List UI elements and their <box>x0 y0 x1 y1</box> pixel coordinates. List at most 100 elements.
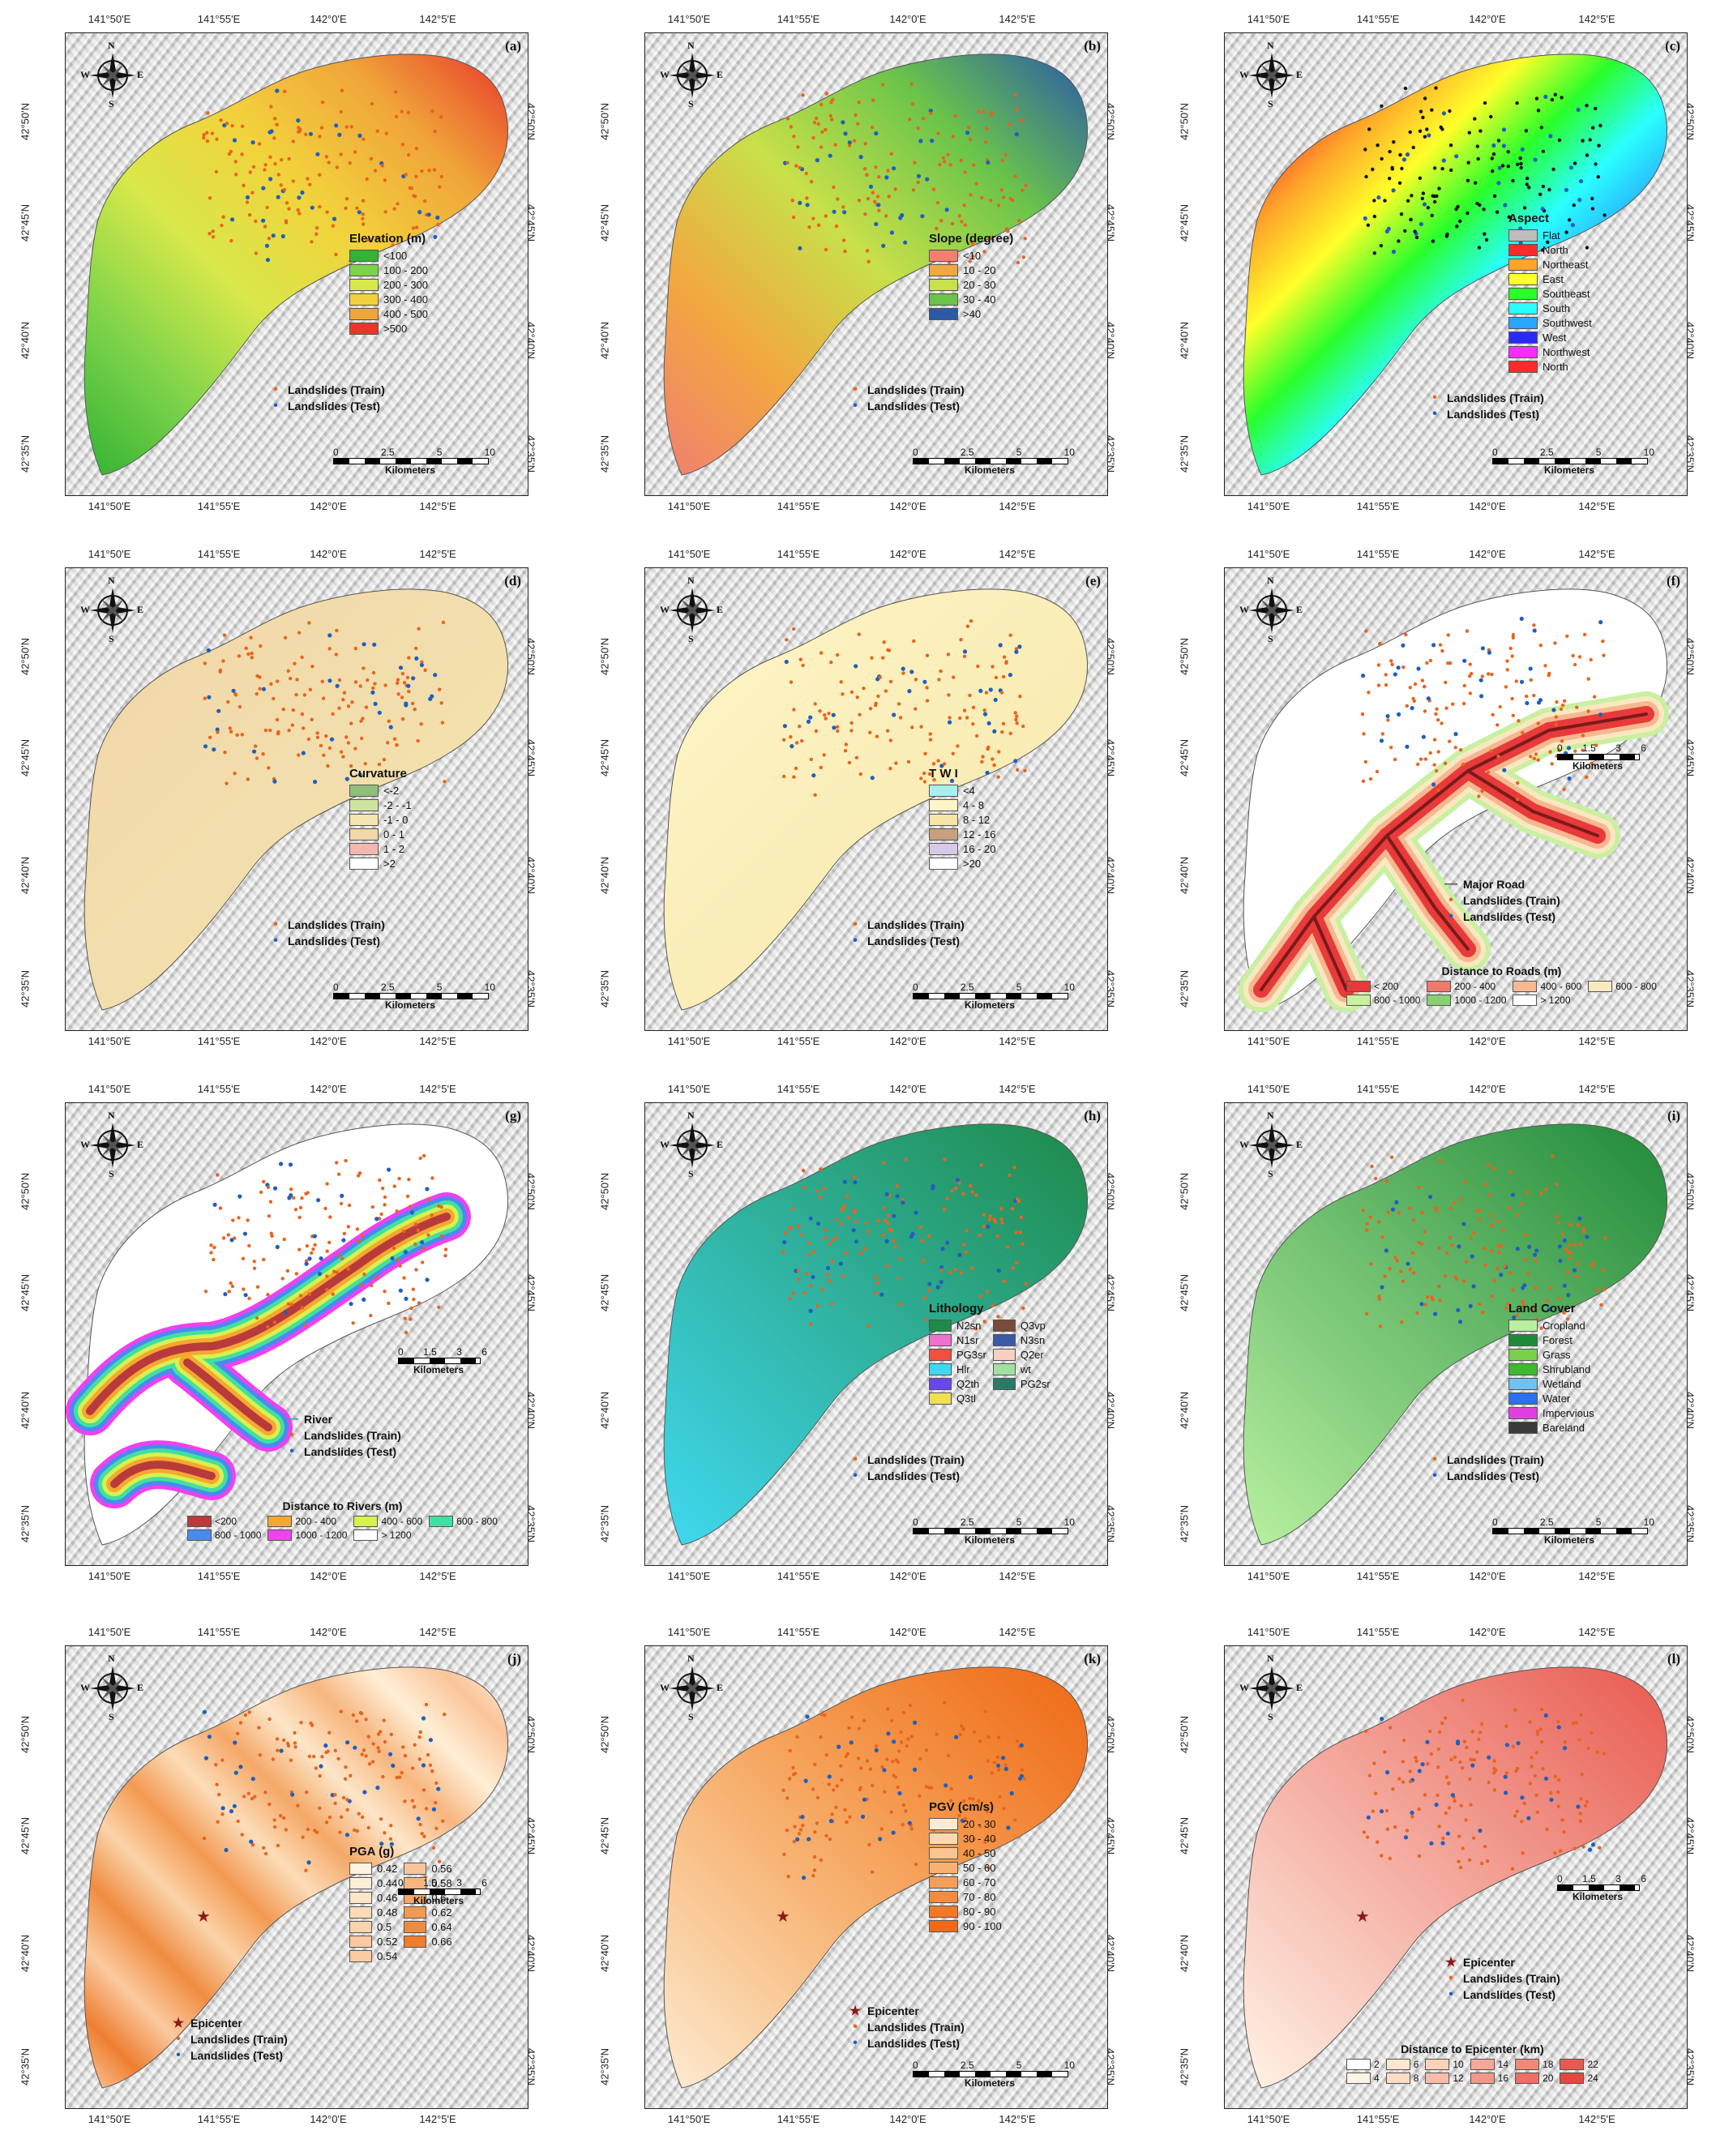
study-area-region <box>663 1123 1089 1546</box>
landslide-train-point <box>434 1781 439 1786</box>
landslide-train-point <box>302 693 307 697</box>
landslide-test-point <box>1487 1755 1491 1760</box>
legend-class-label: <10 <box>963 249 982 262</box>
longitude-tick: 142°5'E <box>1578 2113 1615 2125</box>
landslide-train-point <box>1489 114 1493 119</box>
landslide-test-point <box>1528 666 1533 671</box>
landslide-train-point <box>1395 1259 1399 1263</box>
legend-class: 400 - 600 <box>353 1516 422 1527</box>
compass-label: N <box>1267 575 1274 586</box>
landslide-test-point <box>1502 768 1507 772</box>
landslide-test-point <box>827 1774 832 1779</box>
landslide-train-point <box>1457 1834 1461 1838</box>
point-legend-marker: • <box>1448 1987 1453 2001</box>
landslide-train-point <box>358 684 362 688</box>
landslide-train-point <box>1450 1243 1454 1247</box>
map-panel: 141°50'E 141°50'E 141°55'E 141°55'E 142°0'E 1… <box>596 1070 1163 1597</box>
legend-class: 10 <box>1425 2059 1464 2070</box>
longitude-tick: 141°55'E <box>777 500 820 512</box>
landslide-test-point <box>884 1238 889 1244</box>
landslide-train-point <box>1522 206 1527 210</box>
landslide-train-point <box>782 774 786 779</box>
landslide-test-point <box>414 656 419 661</box>
landslide-test-point <box>815 1221 821 1226</box>
landslide-train-point <box>865 1759 870 1763</box>
landslide-train-point <box>431 1846 436 1850</box>
landslide-train-point <box>1437 1284 1441 1289</box>
landslide-train-point <box>1585 153 1590 157</box>
landslide-train-point <box>1376 663 1381 667</box>
landslide-test-point <box>1558 1258 1563 1264</box>
landslide-train-point <box>1023 237 1027 241</box>
landslide-test-point <box>1391 250 1397 255</box>
landslide-train-point <box>1432 199 1437 204</box>
latitude-tick: 42°35'N <box>1178 2048 1191 2085</box>
landslide-train-point <box>1586 677 1590 681</box>
map-frame: N S W E (i) Land Cover Cropland Forest Grass Shru… <box>1224 1102 1688 1566</box>
legend-class-label: 90 - 100 <box>963 1919 1002 1932</box>
landslide-test-point <box>907 689 912 694</box>
scale-labels: 0 1.5 3 6 <box>1557 742 1646 754</box>
landslide-train-point <box>922 1258 926 1263</box>
legend-class: 6 <box>1385 2059 1418 2070</box>
scale-tick-label: 0 <box>913 1516 918 1528</box>
landslide-train-point <box>988 1214 992 1218</box>
landslide-test-point <box>203 1756 208 1760</box>
landslide-train-point <box>1431 1298 1435 1302</box>
landslide-train-point <box>827 1782 831 1786</box>
landslide-test-point <box>377 710 382 715</box>
point-legend-label: Major Road <box>1463 878 1525 891</box>
landslide-train-point <box>383 683 387 687</box>
landslide-train-point <box>794 741 799 745</box>
landslide-train-point <box>272 1824 277 1829</box>
map-legend: Lithology N2sn Q3vp N1sr N3sn PG3sr Q2er Hlr wt Q… <box>929 1302 1050 1405</box>
landslide-train-point <box>828 1278 832 1283</box>
landslide-train-point <box>969 619 973 623</box>
landslide-train-point <box>1371 1809 1376 1813</box>
landslide-test-point <box>1549 1797 1554 1803</box>
point-legend-label: Landslides (Train) <box>288 383 385 396</box>
landslide-train-point <box>887 1213 891 1217</box>
landslide-train-point <box>968 259 972 263</box>
landslide-train-point <box>315 731 319 735</box>
landslide-train-point <box>1483 1845 1487 1849</box>
landslide-train-point <box>418 1822 422 1827</box>
landslide-train-point <box>269 682 273 687</box>
legend-class-label: Wetland <box>1543 1377 1581 1390</box>
landslide-train-point <box>383 178 387 182</box>
landslide-train-point <box>841 692 845 696</box>
compass-label: E <box>717 1139 724 1150</box>
landslide-train-point <box>1462 1739 1467 1743</box>
landslide-train-point <box>1000 158 1004 162</box>
legend-class: Q3tl <box>929 1391 986 1405</box>
landslide-test-point <box>387 1167 392 1172</box>
landslide-train-point <box>1453 1755 1457 1760</box>
point-legend: • Landslides (Train) • Landslides (Test) <box>268 917 385 949</box>
landslide-train-point <box>914 707 918 711</box>
point-legend-marker: • <box>853 399 858 413</box>
legend-swatch <box>349 293 379 306</box>
longitude-tick: 142°5'E <box>1578 1570 1615 1582</box>
landslide-train-point <box>1477 1208 1482 1213</box>
landslide-train-point <box>1549 1790 1553 1795</box>
landslide-train-point <box>247 213 252 217</box>
landslide-train-point <box>258 142 262 146</box>
landslide-train-point <box>1002 1807 1006 1811</box>
scale-tick-label: 10 <box>1063 447 1075 458</box>
landslide-train-point <box>1573 1243 1577 1247</box>
landslide-train-point <box>1511 178 1515 183</box>
latitude-tick: 42°45'N <box>598 204 611 242</box>
landslide-train-point <box>1383 1274 1387 1278</box>
landslide-train-point <box>1389 659 1393 663</box>
point-legend-marker: — <box>1444 877 1457 891</box>
landslide-train-point <box>875 195 880 199</box>
landslide-train-point <box>365 177 369 182</box>
longitude-tick: 141°55'E <box>197 1570 241 1582</box>
landslide-train-point <box>1558 1849 1563 1853</box>
legend-class: 0.66 <box>404 1934 452 1949</box>
landslide-train-point <box>961 1799 966 1803</box>
landslide-train-point <box>1374 1791 1378 1795</box>
landslide-train-point <box>318 173 322 177</box>
landslide-train-point <box>953 113 957 118</box>
landslide-train-point <box>895 1184 899 1188</box>
